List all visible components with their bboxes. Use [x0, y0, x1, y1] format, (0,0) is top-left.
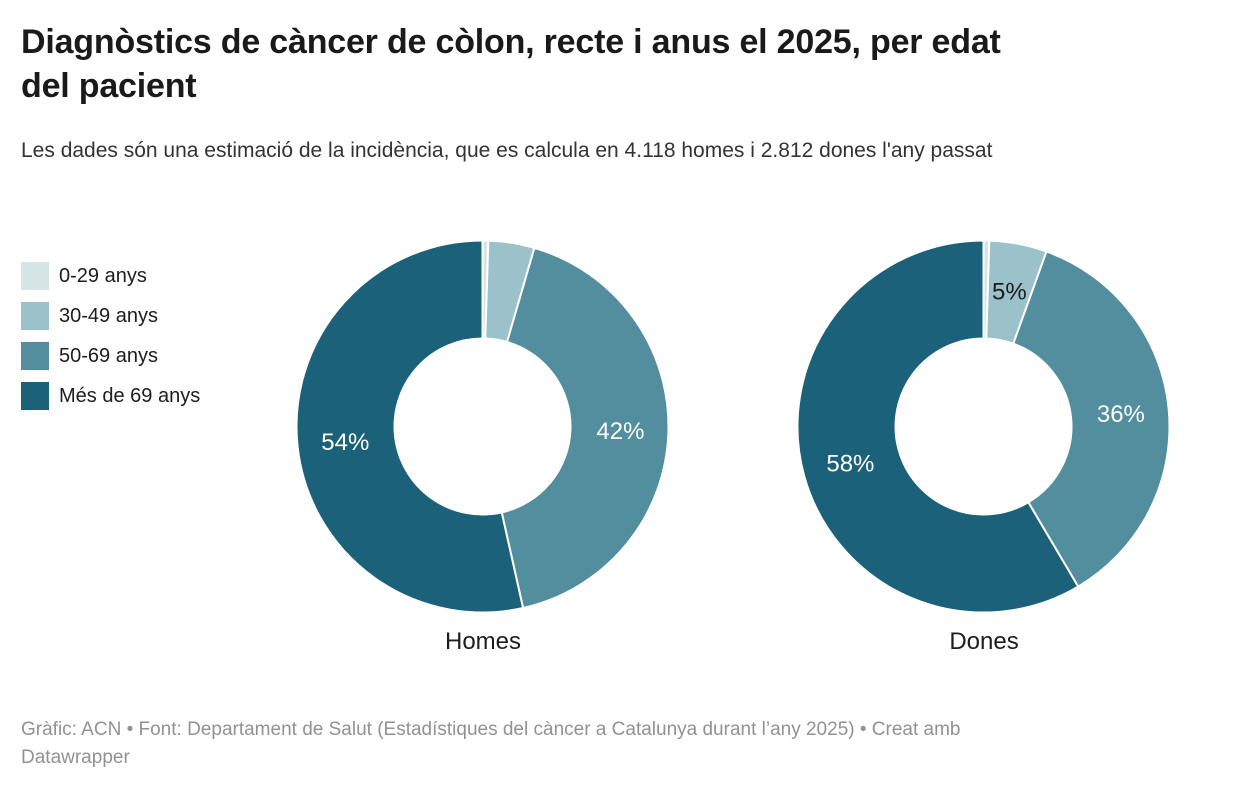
legend-label-50-69-anys: 50-69 anys [59, 344, 158, 367]
legend-swatch-m-s-de-69-anys [21, 382, 49, 410]
pie-slice-homes-50-69-anys[interactable] [500, 246, 670, 610]
chart-subtitle: Les dades són una estimació de la incidè… [21, 139, 993, 162]
legend-item-50-69-anys: 50-69 anys [21, 342, 200, 370]
chart-title: Diagnòstics de càncer de còlon, recte i … [21, 23, 1001, 106]
legend-item-m-s-de-69-anys: Més de 69 anys [21, 382, 200, 410]
pie-slice-dones-50-69-anys[interactable] [1012, 250, 1171, 588]
slice-label-homes-m-s-de-69-anys: 54% [321, 429, 369, 456]
legend-label-30-49-anys: 30-49 anys [59, 304, 158, 327]
slice-label-homes-50-69-anys: 42% [596, 418, 644, 445]
legend-item-0-29-anys: 0-29 anys [21, 262, 200, 290]
donut-caption-homes: Homes [444, 628, 522, 655]
legend-label-m-s-de-69-anys: Més de 69 anys [59, 384, 201, 407]
datawrapper-link[interactable]: Datawrapper [21, 747, 130, 768]
pie-slice-homes-m-s-de-69-anys[interactable] [295, 239, 525, 614]
slice-label-dones-m-s-de-69-anys: 58% [826, 450, 874, 477]
donut-chart-homes: 42% 54% [295, 239, 670, 614]
donut-chart-dones: 5% 36% 58% [796, 239, 1171, 614]
donut-caption-dones: Dones [949, 628, 1019, 655]
legend-swatch-50-69-anys [21, 342, 49, 370]
legend-swatch-0-29-anys [21, 262, 49, 290]
slice-label-dones-30-49-anys: 5% [992, 278, 1027, 305]
pie-slice-dones-m-s-de-69-anys[interactable] [796, 239, 1080, 614]
slice-label-dones-50-69-anys: 36% [1097, 401, 1145, 428]
legend-swatch-30-49-anys [21, 302, 49, 330]
chart-footer: Gràfic: ACN • Font: Departament de Salut… [21, 716, 1221, 772]
footer-attribution: Gràfic: ACN • Font: Departament de Salut… [21, 719, 961, 740]
legend: 0-29 anys 30-49 anys 50-69 anys Més de 69 a… [21, 262, 200, 422]
legend-item-30-49-anys: 30-49 anys [21, 302, 200, 330]
legend-label-0-29-anys: 0-29 anys [59, 264, 147, 287]
